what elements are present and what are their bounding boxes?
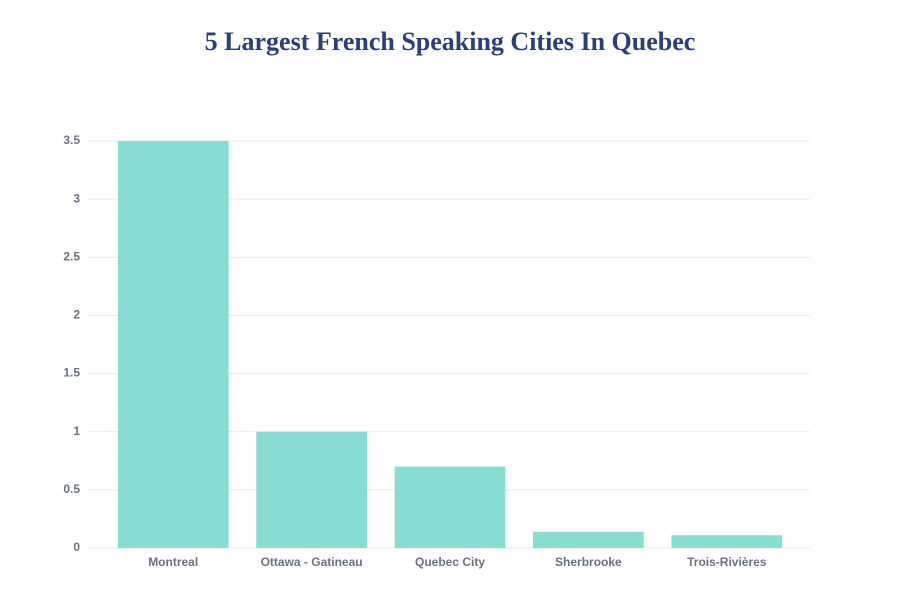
- y-tick-label: 2.5: [63, 249, 80, 263]
- y-tick-label: 0: [73, 540, 80, 554]
- bar: [671, 535, 783, 548]
- y-tick-label: 3.5: [63, 133, 80, 147]
- y-tick-label: 1: [73, 424, 80, 438]
- bar: [256, 431, 367, 548]
- y-tick-label: 0.5: [63, 482, 80, 496]
- y-tick-label: 1.5: [63, 366, 80, 380]
- x-tick-label: Quebec City: [415, 555, 485, 569]
- y-tick-label: 2: [73, 308, 80, 322]
- x-tick-label: Ottawa - Gatineau: [261, 555, 363, 569]
- y-tick-label: 3: [73, 191, 80, 205]
- x-tick-label: Trois-Rivières: [687, 555, 767, 569]
- bar: [533, 531, 644, 548]
- bar: [394, 466, 506, 548]
- x-tick-label: Montreal: [148, 555, 198, 569]
- chart-title: 5 Largest French Speaking Cities In Queb…: [205, 27, 696, 56]
- bar: [117, 141, 229, 548]
- x-tick-label: Sherbrooke: [555, 555, 622, 569]
